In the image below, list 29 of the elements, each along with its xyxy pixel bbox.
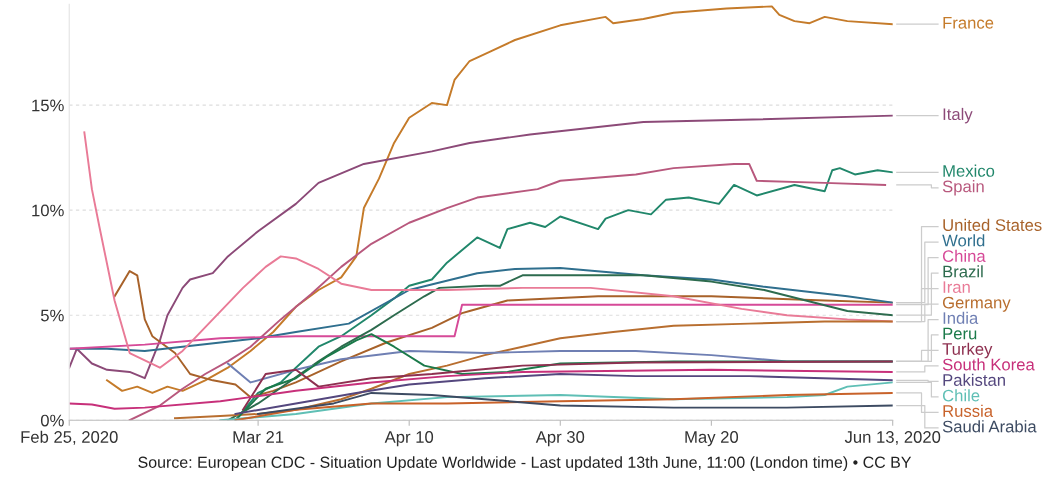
text: United States — [943, 218, 1042, 231]
text: Brazil — [943, 265, 983, 278]
text: China — [942, 249, 986, 262]
text: Saudi Arabia — [942, 420, 1037, 433]
x-tick-label: Feb 25, 2020 — [21, 430, 118, 445]
text: Turkey — [942, 342, 993, 359]
x-tick-label: May 20 — [685, 431, 739, 447]
x-tick-label: Apr 30 — [535, 431, 585, 447]
text: Peru — [943, 327, 977, 340]
y-tick-label: 0% — [40, 414, 64, 427]
text: Pakistan — [943, 373, 1005, 386]
x-tick-label: Apr 10 — [384, 431, 434, 447]
x-tick-label: Jun 13, 2020 — [844, 431, 941, 445]
text: Chile — [942, 389, 980, 402]
text: Mexico — [943, 164, 995, 177]
text: Italy — [943, 107, 973, 124]
y-tick-label: 10% — [32, 204, 64, 217]
text: Iran — [943, 281, 970, 293]
text: India — [943, 311, 979, 324]
text: World — [942, 234, 985, 247]
y-tick-label: 5% — [40, 309, 64, 322]
text: South Korea — [942, 358, 1035, 371]
text: Spain — [942, 180, 984, 196]
text: France — [943, 17, 994, 29]
text: Germany — [942, 296, 1011, 312]
text: Russia — [943, 404, 994, 417]
source-note: Source: European CDC - Situation Update Worldwide - Last updated 13th June, 11:00 (London time) • CC BY — [138, 456, 912, 472]
x-tick-label: Mar 21 — [233, 431, 284, 443]
y-tick-label: 15% — [32, 99, 64, 112]
